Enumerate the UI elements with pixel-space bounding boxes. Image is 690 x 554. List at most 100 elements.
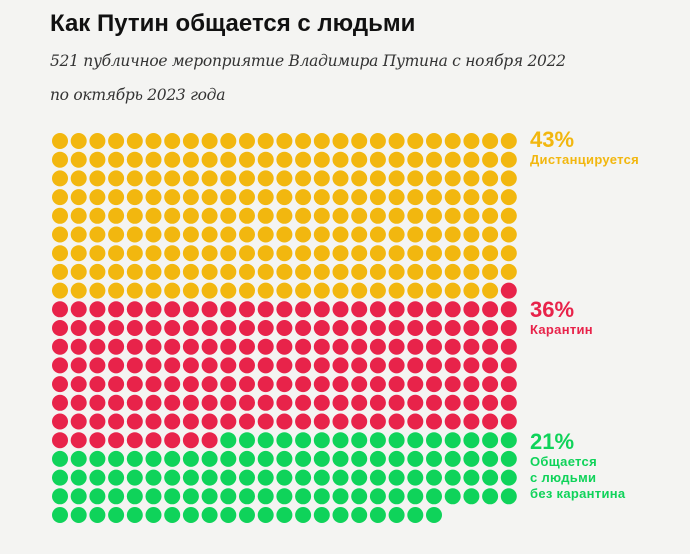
waffle-dot-series-1 [126, 413, 143, 430]
waffle-dot-series-1 [239, 301, 255, 318]
waffle-dot-series-1 [182, 338, 199, 355]
waffle-dot-series-0 [407, 263, 424, 280]
waffle-dot-series-2 [257, 488, 274, 505]
waffle-dot-series-0 [201, 133, 218, 149]
waffle-dot-series-2 [351, 488, 368, 505]
waffle-dot-series-2 [369, 488, 386, 505]
waffle-dot-series-1 [89, 413, 106, 430]
waffle-dot-series-1 [70, 413, 87, 430]
waffle-dot-series-1 [482, 301, 499, 318]
waffle-dot-series-0 [332, 207, 349, 224]
waffle-dot-series-1 [463, 338, 480, 355]
waffle-dot-series-1 [145, 413, 162, 430]
waffle-dot-series-0 [108, 282, 125, 299]
waffle-dot-series-1 [463, 301, 480, 318]
waffle-dot-series-1 [164, 413, 181, 430]
waffle-dot-series-0 [351, 207, 368, 224]
waffle-dot-series-0 [407, 133, 424, 149]
waffle-dot-series-2 [426, 432, 442, 449]
waffle-dot-series-0 [164, 245, 181, 262]
waffle-dot-series-2 [482, 432, 499, 449]
waffle-dot-series-0 [332, 133, 349, 149]
waffle-dot-series-0 [145, 133, 162, 149]
waffle-dot-series-1 [295, 357, 312, 374]
waffle-dot-series-0 [351, 282, 368, 299]
waffle-dot-series-0 [444, 151, 461, 168]
waffle-dot-series-1 [52, 432, 68, 449]
waffle-dot-series-2 [444, 488, 461, 505]
waffle-dot-series-0 [295, 245, 312, 262]
waffle-dot-series-1 [52, 376, 68, 393]
waffle-dot-series-0 [182, 151, 199, 168]
waffle-dot-series-1 [89, 394, 106, 411]
waffle-dot-series-0 [257, 133, 274, 149]
waffle-dot-series-1 [164, 338, 181, 355]
waffle-dot-series-0 [201, 263, 218, 280]
waffle-dot-series-0 [444, 207, 461, 224]
waffle-dot-series-0 [426, 207, 442, 224]
waffle-dot-series-2 [182, 469, 199, 486]
waffle-dot-series-0 [145, 245, 162, 262]
legend-open: 21% Общается с людьми без карантина [530, 430, 625, 502]
waffle-dot-series-1 [108, 376, 125, 393]
waffle-dot-series-0 [295, 189, 312, 206]
waffle-dot-series-0 [276, 151, 293, 168]
waffle-dot-series-0 [52, 170, 68, 187]
waffle-dot-series-1 [89, 432, 106, 449]
waffle-dot-series-2 [444, 432, 461, 449]
waffle-dot-series-1 [52, 320, 68, 336]
waffle-dot-series-2 [145, 469, 162, 486]
waffle-dot-series-1 [164, 320, 181, 336]
waffle-dot-series-0 [201, 245, 218, 262]
waffle-dot-series-0 [89, 207, 106, 224]
waffle-dot-series-1 [239, 394, 255, 411]
waffle-dot-series-2 [313, 507, 330, 523]
waffle-dot-series-1 [295, 320, 312, 336]
waffle-dot-series-2 [126, 507, 143, 523]
waffle-dot-series-2 [164, 469, 181, 486]
waffle-dot-series-1 [313, 413, 330, 430]
waffle-dot-series-2 [444, 469, 461, 486]
waffle-dot-series-0 [276, 245, 293, 262]
waffle-dot-series-1 [500, 376, 517, 393]
waffle-dot-series-0 [89, 133, 106, 149]
waffle-dot-series-1 [201, 413, 218, 430]
waffle-dot-series-0 [482, 133, 499, 149]
waffle-dot-series-2 [388, 507, 405, 523]
waffle-dot-series-2 [313, 488, 330, 505]
waffle-dot-series-1 [388, 320, 405, 336]
waffle-dot-series-2 [182, 450, 199, 467]
legend-open-text-3: без карантина [530, 486, 626, 501]
chart-title: Как Путин общается с людьми [50, 10, 416, 37]
waffle-dot-series-1 [145, 357, 162, 374]
waffle-dot-series-1 [332, 320, 349, 336]
waffle-dot-series-2 [239, 469, 255, 486]
waffle-dot-series-0 [108, 170, 125, 187]
waffle-dot-series-1 [295, 413, 312, 430]
waffle-dot-series-1 [444, 357, 461, 374]
waffle-dot-series-0 [108, 151, 125, 168]
waffle-dot-series-1 [89, 301, 106, 318]
waffle-dot-series-1 [426, 320, 442, 336]
waffle-dot-series-2 [239, 488, 255, 505]
waffle-dot-series-1 [201, 301, 218, 318]
waffle-dot-series-1 [313, 357, 330, 374]
waffle-dot-series-0 [351, 151, 368, 168]
waffle-dot-series-1 [426, 376, 442, 393]
waffle-dot-series-0 [313, 170, 330, 187]
waffle-dot-series-0 [182, 226, 199, 243]
waffle-dot-series-0 [220, 282, 237, 299]
waffle-dot-series-1 [108, 320, 125, 336]
waffle-dot-series-1 [182, 376, 199, 393]
waffle-dot-series-1 [70, 376, 87, 393]
waffle-dot-series-0 [239, 189, 255, 206]
waffle-dot-series-0 [239, 133, 255, 149]
chart-subtitle-line2: по октябрь 2023 года [50, 86, 226, 104]
waffle-dot-series-1 [108, 357, 125, 374]
waffle-dot-series-2 [482, 450, 499, 467]
waffle-dot-series-1 [388, 394, 405, 411]
waffle-dot-series-0 [257, 189, 274, 206]
waffle-dot-series-1 [52, 338, 68, 355]
waffle-dot-series-1 [164, 301, 181, 318]
waffle-dot-series-1 [332, 376, 349, 393]
